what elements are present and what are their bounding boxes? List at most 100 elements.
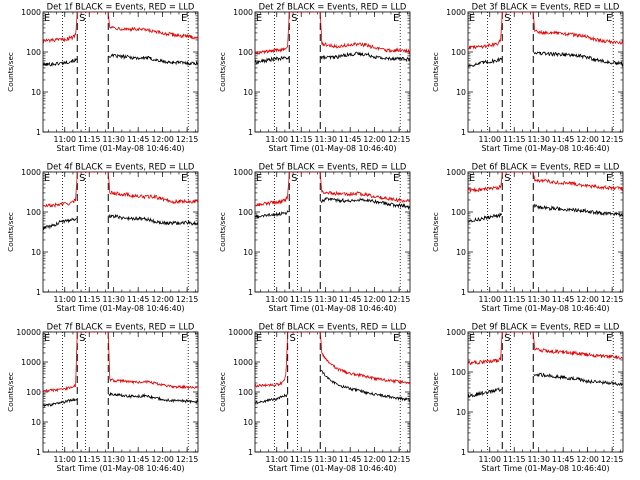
y-tick-label: 100 — [238, 208, 253, 217]
x-tick-label: 12:00 — [363, 135, 386, 144]
panel-title: Det 6f BLACK = Events, RED = LLD — [472, 162, 620, 172]
attenuator-marker: S — [79, 173, 85, 184]
x-tick-label: 12:00 — [576, 455, 599, 464]
detector-panel-9: Det 9f BLACK = Events, RED = LLD 1 10 100 10… — [431, 322, 624, 473]
y-tick-label: 100 — [451, 208, 466, 217]
attenuator-marker: E — [44, 333, 50, 344]
panel-title: Det 9f BLACK = Events, RED = LLD — [472, 322, 620, 332]
y-tick-label: 1000 — [233, 168, 253, 177]
x-tick-label: 11:45 — [552, 135, 575, 144]
x-tick-label: 11:15 — [290, 135, 313, 144]
x-tick-label: 12:15 — [388, 455, 411, 464]
x-tick-label: 11:30 — [527, 455, 550, 464]
y-tick-label: 1 — [461, 128, 466, 137]
panel-title: Det 4f BLACK = Events, RED = LLD — [47, 162, 195, 172]
x-axis-label: Start Time (01-May-08 10:46:40) — [268, 304, 396, 313]
y-tick-label: 10 — [456, 88, 466, 97]
x-tick-label: 12:15 — [388, 135, 411, 144]
panel-title: Det 3f BLACK = Events, RED = LLD — [472, 2, 620, 12]
x-tick-label: 11:45 — [339, 135, 362, 144]
x-tick-label: 12:15 — [601, 135, 624, 144]
x-tick-label: 11:15 — [503, 455, 526, 464]
x-axis-label: Start Time (01-May-08 10:46:40) — [56, 464, 184, 473]
attenuator-marker: E — [256, 173, 262, 184]
x-tick-label: 11:15 — [78, 135, 101, 144]
x-tick-label: 11:15 — [290, 295, 313, 304]
y-tick-label: 100 — [451, 368, 466, 377]
x-tick-label: 12:00 — [151, 295, 174, 304]
detector-panel-2: Det 2f BLACK = Events, RED = LLD 1 10 100 10… — [218, 2, 411, 153]
attenuator-marker: E — [256, 13, 262, 24]
events-series-line — [255, 369, 410, 405]
events-series-line — [255, 51, 410, 65]
x-tick-label: 11:00 — [54, 135, 77, 144]
attenuator-marker: S — [79, 333, 85, 344]
x-tick-label: 11:45 — [552, 455, 575, 464]
y-tick-label: 1 — [36, 128, 41, 137]
plot-frame — [254, 171, 411, 293]
y-axis-label: Counts/sec — [6, 52, 15, 92]
y-tick-label: 1 — [461, 288, 466, 297]
x-tick-label: 12:00 — [151, 455, 174, 464]
events-series-line — [43, 213, 198, 231]
events-series-line — [468, 203, 623, 223]
y-tick-label: 1 — [36, 288, 41, 297]
y-tick-label: 1 — [36, 448, 41, 457]
detector-panel-7: Det 7f BLACK = Events, RED = LLD 1 10 100 10… — [6, 322, 199, 473]
x-tick-label: 11:00 — [479, 455, 502, 464]
attenuator-marker: S — [291, 13, 297, 24]
x-tick-label: 12:15 — [601, 455, 624, 464]
y-axis-label: Counts/sec — [431, 52, 440, 92]
x-tick-label: 11:00 — [54, 455, 77, 464]
detector-panel-5: Det 5f BLACK = Events, RED = LLD 1 10 100 10… — [218, 162, 411, 313]
detector-panel-8: Det 8f BLACK = Events, RED = LLD 1 10 100 10… — [218, 322, 411, 473]
attenuator-marker: E — [181, 173, 187, 184]
panel-title: Det 2f BLACK = Events, RED = LLD — [259, 2, 407, 12]
lld-series-line — [43, 12, 198, 44]
x-tick-label: 11:00 — [479, 295, 502, 304]
x-tick-label: 11:45 — [339, 295, 362, 304]
x-tick-label: 11:00 — [266, 295, 289, 304]
plot-frame — [467, 331, 624, 453]
y-axis-label: Counts/sec — [218, 52, 227, 92]
y-tick-label: 1000 — [446, 328, 466, 337]
plot-frame — [42, 11, 199, 133]
plot-frame — [42, 331, 199, 453]
events-series-line — [255, 196, 410, 219]
events-series-line — [43, 53, 198, 67]
y-tick-label: 10 — [243, 248, 253, 257]
y-tick-label: 10 — [31, 418, 41, 427]
x-tick-label: 12:15 — [176, 295, 199, 304]
attenuator-marker: E — [256, 333, 262, 344]
y-tick-label: 1000 — [233, 358, 253, 367]
x-tick-label: 12:00 — [576, 135, 599, 144]
x-tick-label: 11:30 — [314, 455, 337, 464]
y-axis-label: Counts/sec — [218, 372, 227, 412]
panel-title: Det 5f BLACK = Events, RED = LLD — [259, 162, 407, 172]
y-tick-label: 1000 — [21, 8, 41, 17]
x-axis-label: Start Time (01-May-08 10:46:40) — [56, 144, 184, 153]
lld-series-line — [43, 332, 198, 393]
x-tick-label: 11:00 — [266, 455, 289, 464]
y-tick-label: 1000 — [21, 358, 41, 367]
events-series-line — [43, 391, 198, 408]
lld-series-line — [43, 172, 198, 209]
detector-panel-1: Det 1f BLACK = Events, RED = LLD 1 10 100 10… — [6, 2, 199, 153]
plot-frame — [42, 171, 199, 293]
lld-series-line — [468, 12, 623, 50]
x-axis-label: Start Time (01-May-08 10:46:40) — [268, 144, 396, 153]
y-axis-label: Counts/sec — [431, 372, 440, 412]
lld-series-line — [255, 12, 410, 55]
x-tick-label: 12:15 — [176, 135, 199, 144]
x-tick-label: 11:45 — [127, 135, 150, 144]
events-series-line — [468, 51, 623, 68]
detector-panel-3: Det 3f BLACK = Events, RED = LLD 1 10 100 10… — [431, 2, 624, 153]
attenuator-marker: E — [393, 173, 399, 184]
x-tick-label: 12:00 — [151, 135, 174, 144]
attenuator-marker: E — [469, 173, 475, 184]
x-tick-label: 12:00 — [363, 295, 386, 304]
attenuator-marker: E — [44, 173, 50, 184]
y-tick-label: 10 — [243, 88, 253, 97]
attenuator-marker: S — [79, 13, 85, 24]
panel-title: Det 1f BLACK = Events, RED = LLD — [47, 2, 195, 12]
